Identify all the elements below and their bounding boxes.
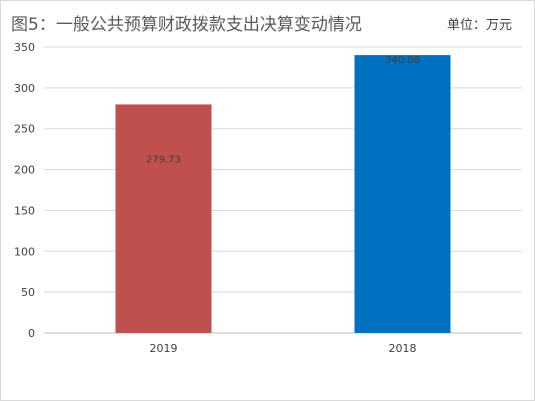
y-tick-label: 150 bbox=[14, 204, 35, 217]
y-tick-label: 300 bbox=[14, 82, 35, 95]
y-tick-label: 50 bbox=[21, 286, 35, 299]
y-tick-label: 350 bbox=[14, 41, 35, 54]
bar bbox=[115, 104, 212, 334]
unit-label: 单位：万元 bbox=[446, 18, 512, 33]
y-tick-label: 250 bbox=[14, 123, 35, 136]
y-tick-label: 0 bbox=[28, 327, 35, 340]
y-tick-label: 200 bbox=[14, 164, 35, 177]
data-label: 279.73 bbox=[146, 154, 181, 165]
chart-title: 图5：一般公共预算财政拨款支出决算变动情况 bbox=[11, 15, 362, 35]
y-tick-label: 100 bbox=[14, 245, 35, 258]
bar bbox=[354, 55, 451, 334]
x-tick-label: 2018 bbox=[389, 342, 417, 355]
data-label: 340.08 bbox=[385, 55, 420, 66]
x-tick-label: 2019 bbox=[150, 342, 178, 355]
